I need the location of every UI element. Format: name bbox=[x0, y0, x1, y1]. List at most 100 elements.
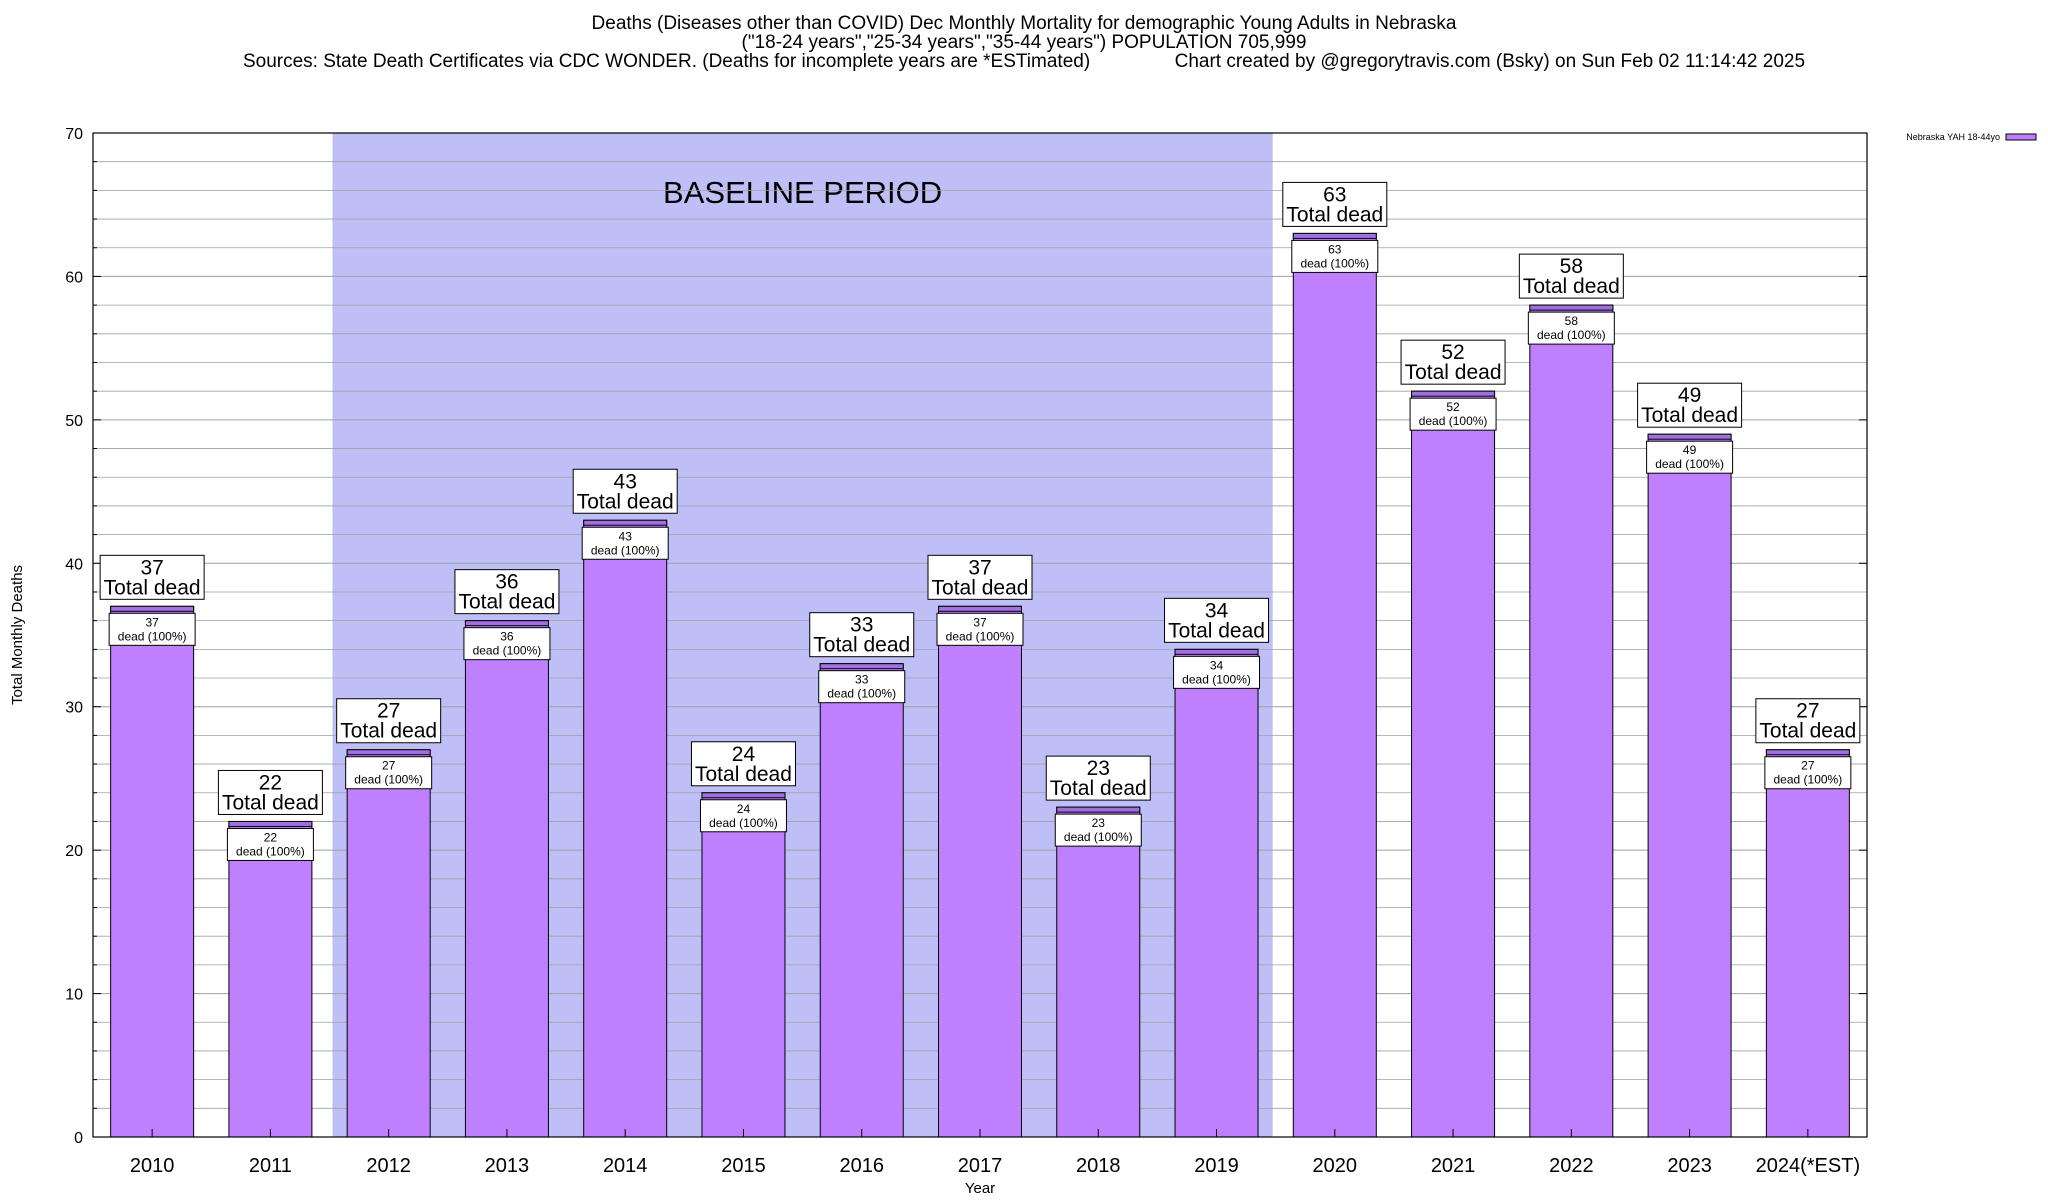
inner-value-label: 52 bbox=[1446, 400, 1460, 414]
inner-percent-label: dead (100%) bbox=[1774, 773, 1843, 787]
x-tick-label: 2019 bbox=[1194, 1155, 1239, 1177]
bar-cap bbox=[1765, 749, 1850, 756]
y-tick-label: 50 bbox=[65, 413, 83, 430]
total-label-box bbox=[217, 769, 323, 815]
x-tick-label: 2022 bbox=[1549, 1155, 1594, 1177]
inner-percent-label: dead (100%) bbox=[1419, 414, 1488, 428]
total-label-box bbox=[1400, 339, 1506, 385]
baseline-period-label: BASELINE PERIOD bbox=[663, 175, 942, 210]
bar bbox=[701, 792, 786, 1138]
inner-value-label: 34 bbox=[1210, 658, 1224, 672]
inner-label-box bbox=[581, 526, 669, 560]
inner-label-box bbox=[463, 627, 551, 661]
bar-cap bbox=[464, 620, 549, 627]
bar-cap bbox=[1647, 433, 1732, 440]
bar-cap bbox=[1292, 232, 1377, 239]
x-axis-label: Year bbox=[965, 1180, 995, 1197]
bar-cap bbox=[938, 605, 1022, 612]
inner-label-box bbox=[1054, 813, 1142, 847]
bar-cap bbox=[1529, 304, 1614, 311]
total-value-label: 27 bbox=[1796, 700, 1819, 723]
x-tick-label: 2023 bbox=[1667, 1155, 1712, 1177]
total-value-label: 24 bbox=[732, 743, 756, 766]
x-tick-label: 2012 bbox=[366, 1155, 411, 1177]
inner-label-box bbox=[818, 670, 906, 704]
bar-cap bbox=[110, 605, 195, 612]
total-dead-label: Total dead bbox=[1523, 275, 1620, 298]
inner-label-box bbox=[1409, 397, 1497, 431]
total-label-box bbox=[572, 468, 678, 514]
total-label-box bbox=[1637, 382, 1743, 428]
chart-source-line: Sources: State Death Certificates via CD… bbox=[242, 51, 1806, 72]
bar bbox=[228, 820, 313, 1138]
total-value-label: 36 bbox=[495, 571, 518, 594]
inner-value-label: 37 bbox=[973, 615, 987, 629]
bar bbox=[1292, 232, 1377, 1138]
total-dead-label: Total dead bbox=[932, 576, 1029, 599]
inner-label-box bbox=[226, 827, 314, 861]
inner-value-label: 22 bbox=[264, 830, 278, 844]
total-dead-label: Total dead bbox=[1405, 361, 1502, 384]
x-tick-label: 2018 bbox=[1076, 1155, 1121, 1177]
total-dead-label: Total dead bbox=[1641, 404, 1738, 427]
inner-percent-label: dead (100%) bbox=[473, 644, 542, 658]
total-label-box bbox=[336, 698, 442, 744]
total-dead-label: Total dead bbox=[340, 720, 437, 743]
total-label-box bbox=[1164, 597, 1270, 643]
inner-value-label: 23 bbox=[1092, 816, 1106, 830]
total-dead-label: Total dead bbox=[577, 490, 674, 513]
total-value-label: 37 bbox=[140, 556, 163, 579]
bar bbox=[1174, 648, 1259, 1138]
total-label-box bbox=[927, 554, 1033, 600]
bar bbox=[1056, 806, 1141, 1138]
inner-percent-label: dead (100%) bbox=[1655, 457, 1724, 471]
total-value-label: 22 bbox=[259, 771, 282, 794]
bar bbox=[346, 749, 431, 1138]
y-tick-label: 0 bbox=[74, 1130, 83, 1147]
x-tick-label: 2015 bbox=[721, 1155, 766, 1177]
inner-percent-label: dead (100%) bbox=[354, 773, 423, 787]
inner-label-box bbox=[936, 612, 1024, 646]
total-dead-label: Total dead bbox=[695, 763, 792, 786]
bar bbox=[110, 605, 195, 1138]
total-label-box bbox=[99, 554, 205, 600]
inner-value-label: 36 bbox=[500, 630, 514, 644]
inner-label-box bbox=[108, 612, 196, 646]
inner-percent-label: dead (100%) bbox=[1300, 256, 1369, 270]
inner-percent-label: dead (100%) bbox=[1064, 830, 1133, 844]
legend-swatch bbox=[2005, 133, 2037, 141]
inner-label-box bbox=[1173, 655, 1261, 689]
total-value-label: 49 bbox=[1678, 384, 1701, 407]
inner-value-label: 37 bbox=[145, 615, 159, 629]
total-dead-label: Total dead bbox=[1050, 777, 1147, 800]
inner-percent-label: dead (100%) bbox=[118, 629, 187, 643]
bar-cap bbox=[583, 519, 668, 526]
x-tick-label: 2021 bbox=[1431, 1155, 1476, 1177]
inner-label-box bbox=[699, 799, 787, 833]
plot-border bbox=[92, 132, 1868, 1138]
inner-label-box bbox=[1764, 756, 1852, 790]
total-dead-label: Total dead bbox=[104, 576, 201, 599]
inner-value-label: 58 bbox=[1565, 314, 1579, 328]
total-dead-label: Total dead bbox=[813, 634, 910, 657]
total-dead-label: Total dead bbox=[1168, 619, 1265, 642]
bar bbox=[464, 620, 549, 1138]
chart-title: Deaths (Diseases other than COVID) Dec M… bbox=[591, 13, 1457, 34]
bar bbox=[1411, 390, 1496, 1138]
y-tick-label: 60 bbox=[65, 269, 83, 286]
total-value-label: 34 bbox=[1205, 599, 1229, 622]
total-label-box bbox=[809, 612, 915, 658]
inner-percent-label: dead (100%) bbox=[946, 629, 1015, 643]
bar bbox=[1529, 304, 1614, 1138]
total-dead-label: Total dead bbox=[458, 591, 555, 614]
bar-cap bbox=[1056, 806, 1141, 813]
total-value-label: 27 bbox=[377, 700, 400, 723]
bar-cap bbox=[819, 663, 904, 670]
inner-value-label: 49 bbox=[1683, 443, 1697, 457]
inner-value-label: 27 bbox=[1801, 759, 1815, 773]
total-dead-label: Total dead bbox=[1759, 720, 1856, 743]
y-tick-label: 40 bbox=[65, 556, 83, 573]
total-label-box bbox=[1518, 253, 1624, 299]
bar bbox=[819, 663, 904, 1138]
